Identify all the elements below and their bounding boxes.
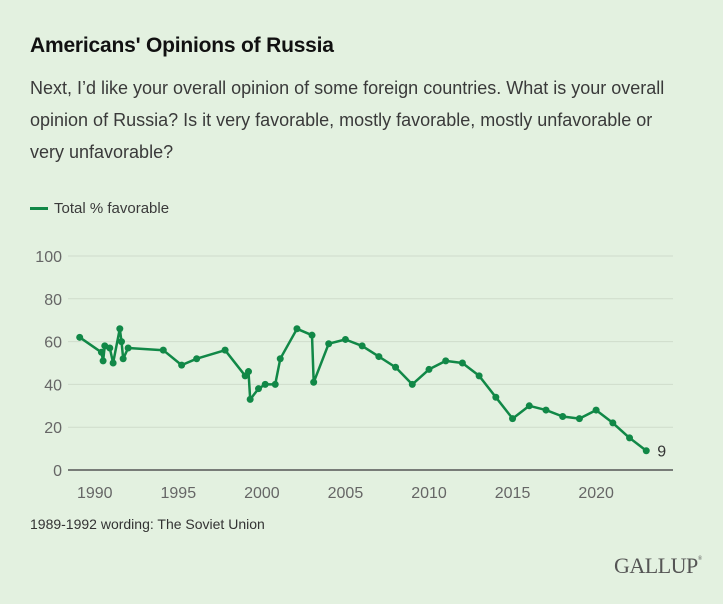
data-point <box>325 340 333 348</box>
y-tick-label: 20 <box>44 420 62 437</box>
data-point <box>221 346 229 354</box>
y-tick-label: 0 <box>53 463 62 480</box>
data-point <box>408 380 416 388</box>
data-point <box>76 333 84 341</box>
data-point <box>375 353 383 361</box>
data-point <box>575 415 583 423</box>
data-point <box>99 357 107 365</box>
series-points <box>76 325 650 455</box>
data-point <box>117 338 125 346</box>
data-point <box>525 402 533 410</box>
data-point <box>341 335 349 343</box>
x-tick-label: 2005 <box>328 485 364 502</box>
data-point <box>492 393 500 401</box>
data-point <box>271 380 279 388</box>
data-point <box>509 415 517 423</box>
x-tick-label: 2015 <box>495 485 531 502</box>
data-point <box>642 447 650 455</box>
end-value-label: 9 <box>657 444 666 461</box>
footnote: 1989-1992 wording: The Soviet Union <box>30 516 265 532</box>
data-point <box>106 344 114 352</box>
data-point <box>475 372 483 380</box>
data-point <box>626 434 634 442</box>
legend-line-swatch <box>30 207 48 210</box>
data-point <box>425 365 433 373</box>
registered-mark: ® <box>697 556 703 562</box>
legend-label: Total % favorable <box>54 200 170 217</box>
x-tick-label: 2010 <box>411 485 447 502</box>
y-tick-label: 40 <box>44 377 62 394</box>
gridlines <box>68 255 673 428</box>
logo-text: GALLUP <box>614 553 698 578</box>
y-tick-label: 80 <box>44 292 62 309</box>
x-tick-label: 2000 <box>244 485 280 502</box>
data-point <box>442 357 450 365</box>
data-point <box>358 342 366 350</box>
data-point <box>308 331 316 339</box>
data-point <box>97 348 105 356</box>
y-tick-label: 60 <box>44 335 62 352</box>
data-point <box>124 344 132 352</box>
survey-question: Next, I’d like your overall opinion of s… <box>30 78 665 162</box>
x-tick-label: 1995 <box>161 485 197 502</box>
data-point <box>592 406 600 414</box>
data-point <box>193 355 201 363</box>
data-point <box>458 359 466 367</box>
data-point <box>392 363 400 371</box>
data-point <box>293 325 301 333</box>
y-tick-label: 100 <box>35 249 62 266</box>
data-point <box>178 361 186 369</box>
x-tick-label: 2020 <box>578 485 614 502</box>
data-point <box>276 355 284 363</box>
chart-title: Americans' Opinions of Russia <box>30 34 334 57</box>
x-tick-label: 1990 <box>77 485 113 502</box>
gallup-logo: GALLUP® <box>614 553 702 579</box>
data-point <box>119 355 127 363</box>
data-point <box>310 378 318 386</box>
x-axis-ticks: 1990 1995 2000 2005 2010 2015 2020 <box>77 485 614 502</box>
data-point <box>261 380 269 388</box>
data-point <box>609 419 617 427</box>
y-axis-ticks: 0 20 40 60 80 100 <box>35 249 62 480</box>
legend: Total % favorable <box>30 200 169 217</box>
data-point <box>255 385 263 393</box>
data-point <box>116 325 124 333</box>
data-point <box>159 346 167 354</box>
data-point <box>244 368 252 376</box>
data-point <box>542 406 550 414</box>
data-point <box>559 413 567 420</box>
data-point <box>109 359 117 367</box>
data-point <box>246 395 254 403</box>
